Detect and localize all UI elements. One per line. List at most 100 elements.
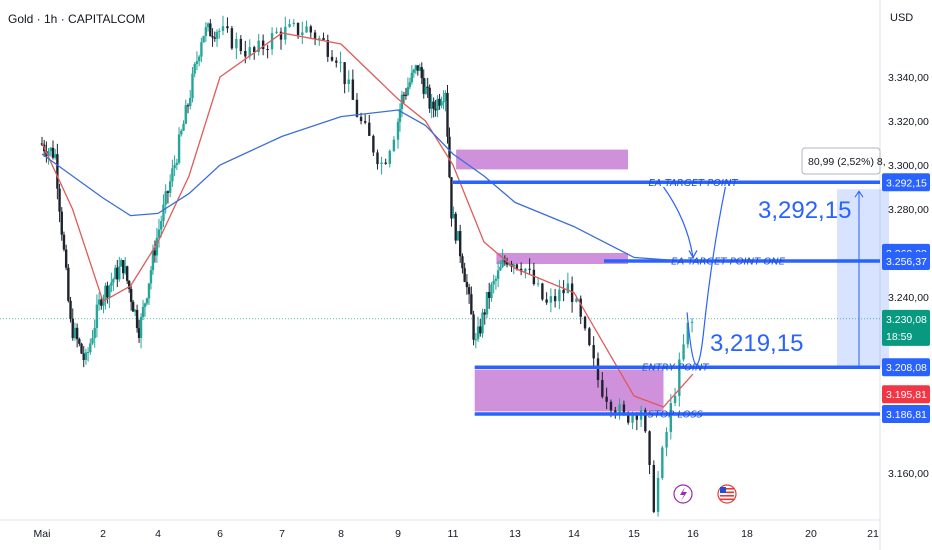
candle-body	[93, 327, 96, 339]
candle-body	[69, 300, 72, 319]
candle-body	[412, 69, 416, 73]
candle-body	[406, 87, 410, 96]
x-tick-0: Mai	[34, 528, 51, 540]
projection-arrow	[663, 186, 694, 258]
candle-body	[305, 26, 308, 33]
candle-body	[661, 447, 664, 479]
candle-body	[483, 312, 486, 315]
flag-stripe	[720, 491, 734, 494]
candle-body	[100, 299, 103, 306]
candle-body	[515, 264, 519, 269]
candle-body	[669, 403, 673, 432]
candle-body	[428, 87, 431, 109]
candle-body	[570, 283, 574, 302]
price-tag-2	[882, 251, 930, 270]
candle-body	[488, 291, 491, 299]
candle-body	[601, 380, 604, 397]
lightning-glyph	[680, 487, 687, 501]
candle-body	[279, 31, 283, 40]
x-tick-6: 9	[395, 528, 401, 540]
candle-body	[440, 102, 443, 106]
candle-body	[432, 101, 435, 109]
candle-body	[438, 98, 441, 106]
candle-body	[339, 62, 342, 64]
price-tag-text-5: 3.195,81	[886, 389, 927, 401]
x-tick-8: 13	[509, 528, 521, 540]
candle-body	[424, 86, 427, 94]
candle-body	[221, 26, 225, 31]
candle-body	[318, 37, 321, 40]
candle-body	[614, 410, 617, 414]
candle-body	[197, 56, 201, 62]
candle-body	[135, 309, 139, 329]
candle-body	[149, 270, 153, 284]
measure-box	[837, 189, 889, 368]
candle-body	[430, 101, 433, 109]
candle-body	[579, 298, 582, 317]
candle-body	[175, 162, 179, 166]
candle-body	[420, 67, 423, 79]
candle-body	[129, 288, 133, 302]
candle-body	[160, 221, 163, 230]
levels-layer: EA TARGET POINT EA TARGET POINT ONE ENTRY …	[453, 178, 880, 421]
candle-body	[368, 122, 371, 136]
candle-body	[470, 294, 473, 315]
candle-body	[120, 260, 123, 267]
candle-body	[665, 431, 668, 448]
candle-body	[410, 72, 414, 83]
candles-layer	[40, 15, 694, 517]
candle-body	[213, 37, 216, 39]
candle-body	[313, 32, 317, 40]
candle-body	[558, 289, 561, 302]
candle-body	[118, 266, 121, 280]
candle-body	[442, 100, 445, 103]
candle-body	[110, 282, 113, 286]
candle-body	[673, 396, 677, 404]
zone-1	[496, 253, 628, 264]
candle-body	[494, 278, 498, 281]
candle-body	[588, 328, 591, 346]
candle-body	[67, 267, 70, 301]
candle-body	[56, 154, 59, 189]
candle-body	[124, 266, 127, 274]
moving-averages-layer	[41, 32, 694, 408]
zones-layer	[456, 149, 664, 412]
time-axis[interactable]: Mai 2 4 6 7 8 9 11 13 14 15 16 18 20 21	[34, 528, 879, 540]
price-tag-0	[882, 173, 930, 192]
price-axis[interactable]: 3.340,00 3.320,00 3.300,00 3.280,00 3.240,00…	[882, 72, 930, 480]
x-tick-10: 15	[628, 528, 640, 540]
x-tick-5: 8	[338, 528, 344, 540]
currency-label[interactable]: USD	[890, 12, 914, 24]
candle-body	[631, 414, 634, 423]
candle-body	[104, 285, 107, 300]
candle-body	[652, 464, 656, 512]
price-tag-5	[882, 385, 930, 404]
candle-body	[326, 39, 329, 57]
y-tick-3: 3.280,00	[888, 204, 929, 216]
current-big-label: 3,219,15	[710, 330, 803, 357]
candle-body	[266, 49, 269, 51]
candle-body	[164, 191, 167, 205]
x-tick-9: 14	[568, 528, 580, 540]
candle-body	[78, 339, 81, 344]
candle-body	[182, 123, 185, 131]
countdown-text: 18:59	[886, 331, 912, 343]
candle-body	[153, 250, 157, 256]
candle-body	[376, 152, 379, 165]
candle-body	[465, 281, 469, 288]
candle-body	[528, 268, 531, 270]
candle-body	[114, 267, 117, 280]
candle-body	[384, 162, 387, 164]
candle-body	[490, 284, 493, 299]
flag-stripe	[720, 495, 734, 497]
candle-body	[434, 108, 437, 111]
x-tick-13: 20	[805, 528, 817, 540]
measure-arrow-head	[854, 190, 864, 198]
candle-body	[541, 283, 544, 300]
candle-body	[596, 358, 600, 381]
candle-body	[145, 298, 149, 304]
level-label-1: EA TARGET POINT ONE	[671, 256, 786, 267]
candle-body	[147, 283, 151, 299]
candle-body	[553, 296, 557, 302]
